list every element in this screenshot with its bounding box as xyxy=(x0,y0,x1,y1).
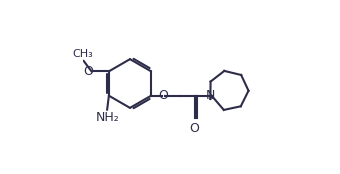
Text: NH₂: NH₂ xyxy=(95,111,119,124)
Text: O: O xyxy=(158,89,168,102)
Text: O: O xyxy=(83,65,93,78)
Text: O: O xyxy=(190,122,200,135)
Text: CH₃: CH₃ xyxy=(72,49,93,59)
Text: N: N xyxy=(206,89,215,102)
